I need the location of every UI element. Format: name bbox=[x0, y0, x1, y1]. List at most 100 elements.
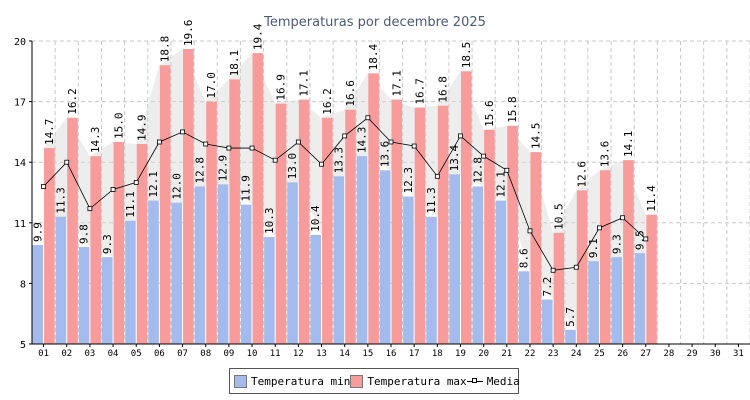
data-label-max: 17.1 bbox=[390, 70, 403, 97]
x-tick-label: 17 bbox=[409, 349, 420, 359]
data-label-max: 19.6 bbox=[182, 20, 195, 47]
bar-max bbox=[252, 53, 264, 345]
data-label-max: 10.5 bbox=[552, 203, 565, 230]
data-label-min: 10.4 bbox=[309, 205, 322, 232]
data-label-max: 16.7 bbox=[413, 78, 426, 105]
bar-min bbox=[217, 184, 229, 344]
data-label-min: 12.3 bbox=[402, 167, 415, 194]
media-point bbox=[87, 206, 93, 212]
data-label-min: 13.0 bbox=[286, 153, 299, 180]
bar-min bbox=[495, 200, 507, 344]
bar-min bbox=[32, 245, 44, 344]
bar-max bbox=[646, 214, 657, 344]
bar-max bbox=[414, 107, 426, 344]
media-point bbox=[458, 133, 463, 139]
data-label-max: 16.8 bbox=[437, 76, 450, 103]
data-label-max: 15.6 bbox=[483, 100, 496, 127]
bar-min bbox=[287, 182, 298, 344]
bar-max bbox=[530, 152, 542, 344]
data-label-max: 16.9 bbox=[274, 74, 287, 101]
media-point bbox=[64, 159, 70, 165]
data-label-max: 13.6 bbox=[599, 141, 612, 168]
bar-max bbox=[599, 170, 611, 344]
media-point bbox=[272, 157, 278, 163]
x-tick-label: 15 bbox=[362, 349, 373, 359]
bar-min bbox=[171, 202, 183, 344]
bar-max bbox=[206, 101, 217, 344]
y-tick-label: 20 bbox=[14, 37, 26, 48]
x-tick-label: 13 bbox=[316, 349, 327, 359]
bar-min bbox=[55, 216, 67, 344]
data-label-min: 12.1 bbox=[495, 171, 508, 198]
x-tick-label: 20 bbox=[478, 349, 489, 359]
bar-max bbox=[391, 99, 403, 344]
data-label-max: 16.2 bbox=[321, 88, 334, 115]
data-label-max: 14.3 bbox=[89, 127, 102, 154]
data-label-max: 14.5 bbox=[529, 123, 542, 150]
data-label-min: 9.8 bbox=[78, 224, 91, 244]
bar-min bbox=[472, 186, 484, 344]
bar-max bbox=[507, 125, 518, 344]
data-label-min: 14.3 bbox=[356, 127, 369, 154]
media-point bbox=[319, 161, 324, 167]
bar-max bbox=[298, 99, 310, 344]
bar-min bbox=[310, 234, 322, 344]
data-label-min: 9.5 bbox=[633, 230, 646, 250]
chart-title: Temperaturas por decembre 2025 bbox=[264, 15, 486, 30]
media-point bbox=[597, 225, 602, 231]
x-tick-label: 30 bbox=[710, 349, 721, 359]
bar-max bbox=[159, 65, 171, 345]
bar-min bbox=[403, 196, 414, 344]
media-point bbox=[573, 264, 579, 270]
media-point bbox=[41, 184, 46, 189]
bar-min bbox=[148, 200, 159, 344]
media-point bbox=[411, 143, 417, 149]
bar-min bbox=[565, 329, 576, 344]
data-label-max: 18.8 bbox=[159, 36, 172, 63]
bar-min bbox=[264, 236, 275, 344]
legend-label-media: Media bbox=[486, 374, 520, 388]
bar-min bbox=[542, 299, 553, 344]
x-tick-label: 02 bbox=[61, 349, 72, 359]
bar-min bbox=[240, 204, 252, 344]
data-label-min: 8.6 bbox=[518, 248, 531, 268]
x-tick-label: 22 bbox=[525, 349, 536, 359]
bar-min bbox=[101, 257, 113, 344]
x-tick-label: 27 bbox=[640, 349, 651, 359]
bar-max bbox=[229, 79, 240, 344]
legend-label-max: Temperatura max bbox=[367, 374, 467, 388]
media-point bbox=[481, 153, 487, 159]
data-label-min: 12.8 bbox=[471, 157, 484, 184]
data-label-min: 9.3 bbox=[610, 234, 623, 254]
x-tick-label: 14 bbox=[339, 349, 350, 359]
legend-item-media: Media bbox=[466, 374, 520, 388]
x-tick-label: 31 bbox=[733, 349, 744, 359]
x-tick-label: 12 bbox=[293, 349, 304, 359]
bar-min bbox=[125, 220, 136, 344]
x-tick-label: 07 bbox=[177, 349, 188, 359]
bar-max bbox=[460, 71, 472, 345]
data-label-min: 12.1 bbox=[147, 171, 160, 198]
media-point bbox=[110, 187, 116, 192]
bar-max bbox=[113, 142, 125, 344]
data-label-max: 12.6 bbox=[576, 161, 589, 188]
x-tick-label: 24 bbox=[571, 349, 582, 359]
x-tick-label: 09 bbox=[223, 349, 234, 359]
bar-min bbox=[611, 257, 623, 344]
bar-max bbox=[67, 117, 78, 344]
data-label-min: 11.1 bbox=[124, 191, 137, 218]
media-point bbox=[226, 145, 232, 151]
data-label-max: 15.0 bbox=[112, 113, 125, 140]
y-tick-label: 5 bbox=[20, 340, 26, 351]
media-point bbox=[249, 145, 255, 151]
data-label-max: 18.5 bbox=[460, 42, 473, 69]
data-label-min: 10.3 bbox=[263, 207, 276, 234]
legend: Temperatura min Temperatura max Media bbox=[229, 368, 520, 394]
x-tick-label: 29 bbox=[687, 349, 698, 359]
media-point bbox=[133, 179, 139, 185]
bar-min bbox=[449, 174, 460, 344]
x-tick-label: 08 bbox=[200, 349, 211, 359]
data-label-max: 14.9 bbox=[136, 115, 149, 142]
data-label-min: 12.9 bbox=[217, 155, 230, 182]
x-tick-label: 10 bbox=[247, 349, 258, 359]
